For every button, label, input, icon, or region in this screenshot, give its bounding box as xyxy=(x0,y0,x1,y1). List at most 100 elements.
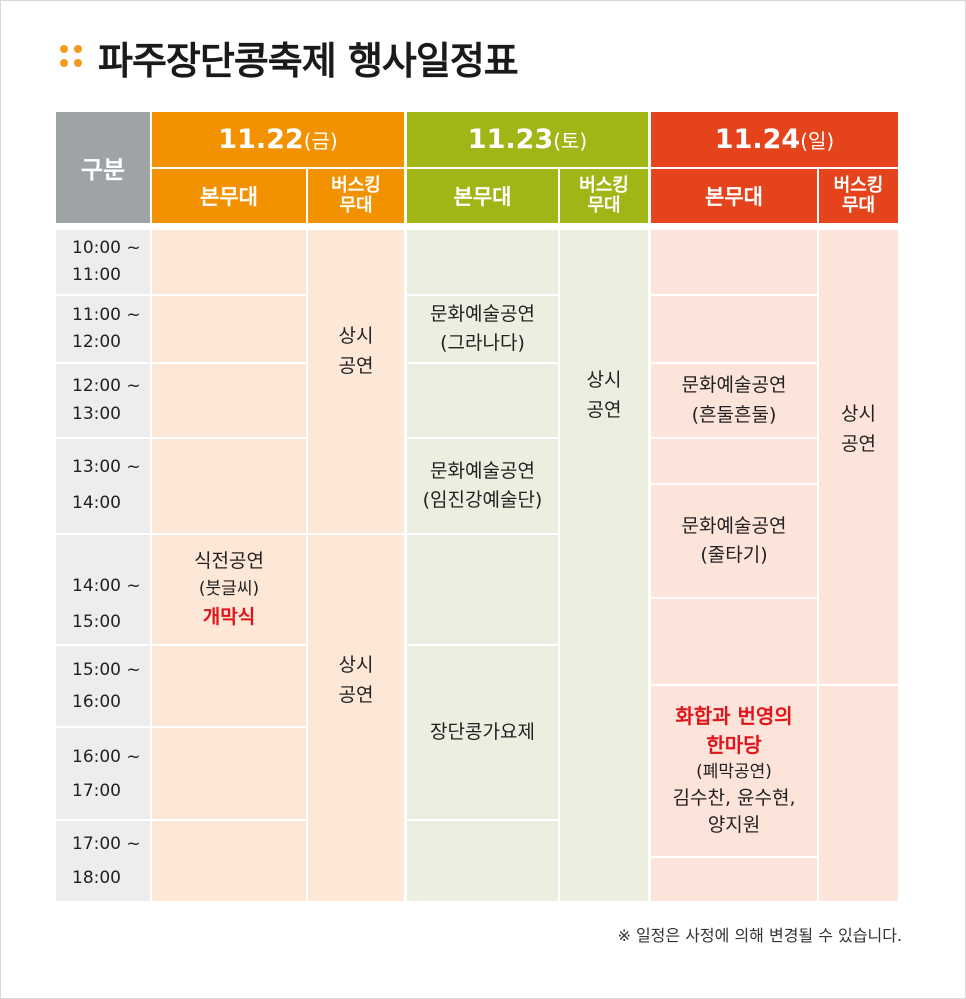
busking-label-2: 무대 xyxy=(841,195,876,216)
event-hondul: 문화예술공연 (흔둘흔둘) xyxy=(651,364,817,437)
time-slot: 13:00 ~ 14:00 xyxy=(56,439,150,533)
event-title: 문화예술공연 xyxy=(430,302,535,325)
page-title: 파주장단콩축제 행사일정표 xyxy=(98,38,519,83)
event-busking: 상시 공연 xyxy=(560,230,648,901)
time-end: 11:00 xyxy=(72,265,121,285)
title-row: 파주장단콩축제 행사일정표 xyxy=(58,32,519,83)
event-detail: (폐막공연) xyxy=(696,762,772,783)
event-closing: 화합과 번영의 한마당 (폐막공연) 김수찬, 윤수현, 양지원 xyxy=(651,686,817,856)
event-imjingang: 문화예술공연 (임진강예술단) xyxy=(407,439,558,533)
event-title: 장단콩가요제 xyxy=(430,720,535,743)
time-start: 15:00 ~ xyxy=(72,659,141,680)
schedule-cell-empty xyxy=(152,646,306,726)
day3-busking-header: 버스킹 무대 xyxy=(819,169,898,223)
schedule-cell-empty xyxy=(407,364,558,437)
day1-main-stage-header: 본무대 xyxy=(152,169,306,223)
day1-busking-header: 버스킹 무대 xyxy=(308,169,404,223)
stage-label: 본무대 xyxy=(200,185,258,209)
schedule-cell-empty xyxy=(152,230,306,294)
time-slot: 10:00 ~ 11:00 xyxy=(56,230,150,294)
event-detail: 공연 xyxy=(841,432,876,455)
event-title: 문화예술공연 xyxy=(430,459,535,482)
time-end: 18:00 xyxy=(72,868,121,888)
event-opening: 식전공연 (붓글씨) 개막식 xyxy=(152,535,306,644)
busking-label: 버스킹 xyxy=(331,175,381,197)
day3-date-header: 11.24(일) xyxy=(651,112,898,167)
day1-date: 11.22 xyxy=(218,124,304,155)
day3-main-stage-header: 본무대 xyxy=(651,169,817,223)
time-start: 14:00 ~ xyxy=(72,575,141,596)
busking-label-2: 무대 xyxy=(587,195,621,216)
event-title: 문화예술공연 xyxy=(681,514,787,537)
busking-label: 버스킹 xyxy=(579,175,629,197)
time-slot: 11:00 ~ 12:00 xyxy=(56,296,150,362)
footnote: ※ 일정은 사정에 의해 변경될 수 있습니다. xyxy=(617,926,902,945)
time-start: 17:00 ~ xyxy=(72,834,141,854)
schedule-cell-empty xyxy=(407,821,558,901)
event-busking: 상시 공연 xyxy=(308,230,404,533)
event-tightrope: 문화예술공연 (줄타기) xyxy=(651,485,817,597)
day2-date: 11.23 xyxy=(467,124,554,155)
busking-label-2: 무대 xyxy=(339,195,373,216)
day2-dow: (토) xyxy=(553,129,588,153)
event-detail: (흔둘흔둘) xyxy=(691,403,777,426)
event-detail: (그라나다) xyxy=(440,332,525,354)
event-detail: (줄타기) xyxy=(700,544,768,566)
event-performers: 김수찬, 윤수현, xyxy=(672,786,796,809)
time-slot: 15:00 ~ 16:00 xyxy=(56,646,150,726)
event-title: 상시 xyxy=(586,369,622,392)
time-end: 15:00 xyxy=(72,611,121,632)
event-highlight: 개막식 xyxy=(202,605,256,628)
event-title: 상시 xyxy=(841,403,876,426)
time-slot: 14:00 ~ 15:00 xyxy=(56,535,150,644)
event-title: 식전공연 xyxy=(194,549,264,572)
schedule-cell-empty xyxy=(651,296,817,362)
stage-label: 본무대 xyxy=(705,185,763,209)
event-busking: 상시 공연 xyxy=(819,230,898,684)
day3-date: 11.24 xyxy=(714,124,801,155)
time-slot: 17:00 ~ 18:00 xyxy=(56,821,150,901)
event-detail: 공연 xyxy=(338,354,374,377)
time-end: 17:00 xyxy=(72,780,121,801)
event-busking: 상시 공연 xyxy=(308,535,404,901)
day1-date-header: 11.22(금) xyxy=(152,112,404,167)
time-end: 12:00 xyxy=(72,332,121,352)
time-end: 14:00 xyxy=(72,493,121,513)
event-granada: 문화예술공연 (그라나다) xyxy=(407,296,558,362)
time-slot: 12:00 ~ 13:00 xyxy=(56,364,150,437)
day2-busking-header: 버스킹 무대 xyxy=(560,169,648,223)
event-detail: (임진강예술단) xyxy=(422,489,543,511)
time-start: 16:00 ~ xyxy=(72,746,141,767)
time-start: 13:00 ~ xyxy=(72,457,141,478)
corner-label: 구분 xyxy=(80,156,126,184)
schedule-cell-empty xyxy=(651,230,817,294)
time-slot: 16:00 ~ 17:00 xyxy=(56,728,150,819)
schedule-cell-empty xyxy=(407,230,558,294)
day2-date-header: 11.23(토) xyxy=(407,112,648,167)
schedule-cell-empty xyxy=(651,858,817,901)
stage-label: 본무대 xyxy=(453,185,512,209)
day3-dow: (일) xyxy=(800,129,835,153)
schedule-cell-empty xyxy=(152,364,306,437)
time-start: 10:00 ~ xyxy=(72,237,141,258)
busking-label: 버스킹 xyxy=(833,175,884,197)
time-end: 13:00 xyxy=(72,403,121,424)
schedule-cell-empty xyxy=(152,296,306,362)
event-detail: (붓글씨) xyxy=(198,579,260,600)
time-start: 11:00 ~ xyxy=(72,304,141,325)
bullet-dots-icon xyxy=(58,43,86,71)
event-title: 상시 xyxy=(338,325,374,348)
event-detail: 공연 xyxy=(586,398,622,421)
time-start: 12:00 ~ xyxy=(72,376,141,397)
schedule-cell-empty xyxy=(152,439,306,533)
event-highlight: 화합과 번영의 xyxy=(675,704,793,729)
event-song-contest: 장단콩가요제 xyxy=(407,646,558,819)
event-title: 상시 xyxy=(338,654,374,677)
schedule-cell-empty xyxy=(819,686,898,901)
corner-header: 구분 xyxy=(56,112,150,223)
event-title: 문화예술공연 xyxy=(681,374,787,397)
event-performers-2: 양지원 xyxy=(707,814,761,837)
schedule-cell-empty xyxy=(152,821,306,901)
schedule-cell-empty xyxy=(651,599,817,684)
schedule-cell-empty xyxy=(651,439,817,483)
